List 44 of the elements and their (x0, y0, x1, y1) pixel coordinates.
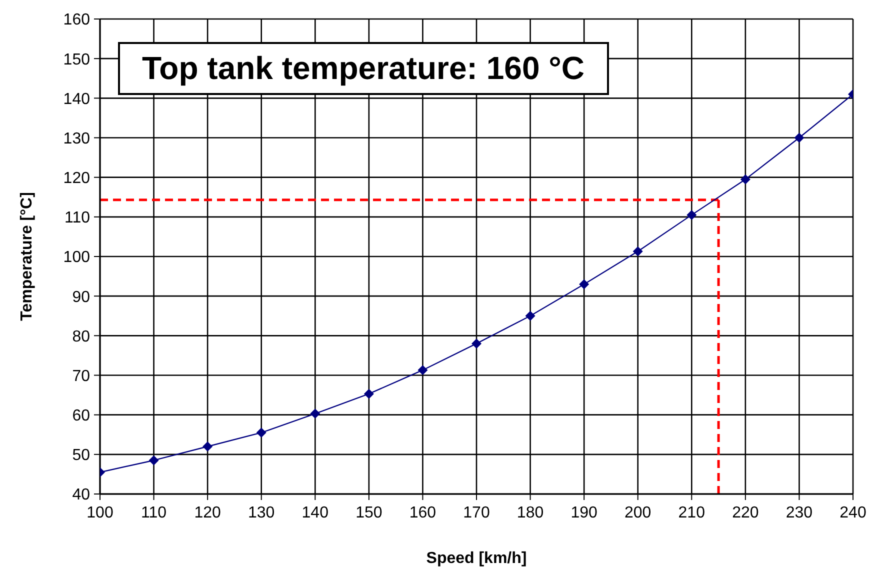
y-tick-label: 90 (72, 288, 90, 306)
x-tick-label: 140 (302, 504, 329, 522)
point (794, 132, 804, 143)
point (202, 442, 213, 452)
y-tick-label: 70 (72, 368, 90, 385)
point (686, 210, 697, 220)
x-tick-label: 190 (570, 504, 598, 522)
y-axis-title: Temperature [°C] (18, 192, 36, 321)
x-tick-label: 200 (624, 504, 652, 522)
y-tick-label: 120 (63, 170, 90, 188)
x-tick-label: 120 (194, 504, 222, 522)
x-tick-label: 150 (356, 504, 382, 522)
x-tick-label: 110 (141, 504, 167, 522)
point (364, 388, 374, 399)
point (310, 408, 320, 419)
y-tick-label: 130 (63, 130, 90, 148)
y-tick-label: 40 (72, 486, 90, 504)
point (418, 365, 428, 376)
y-tick-label: 100 (63, 249, 90, 266)
x-tick-label: 240 (840, 504, 866, 522)
y-tick-label: 80 (72, 328, 90, 346)
point (740, 174, 750, 184)
x-tick-label: 170 (463, 504, 490, 522)
x-axis-title: Speed [km/h] (426, 550, 527, 567)
y-tick-label: 140 (63, 90, 90, 108)
x-tick-label: 160 (409, 504, 436, 522)
point (579, 279, 590, 290)
y-tick-label: 60 (72, 408, 90, 425)
y-tick-label: 110 (64, 210, 90, 227)
x-tick-label: 220 (732, 504, 759, 522)
x-tick-label: 100 (86, 504, 114, 522)
x-tick-label: 130 (248, 504, 275, 522)
point (525, 310, 536, 321)
point (148, 455, 159, 466)
point (472, 338, 482, 349)
y-tick-label: 160 (63, 12, 90, 29)
text: Top tank temperature: 160 °C (118, 42, 609, 95)
x-tick-label: 180 (516, 504, 544, 522)
x-tick-label: 210 (678, 504, 706, 522)
point (632, 246, 643, 256)
y-tick-label: 150 (63, 51, 90, 68)
x-tick-label: 230 (786, 504, 813, 522)
y-tick-label: 50 (72, 447, 90, 464)
point (256, 428, 266, 438)
